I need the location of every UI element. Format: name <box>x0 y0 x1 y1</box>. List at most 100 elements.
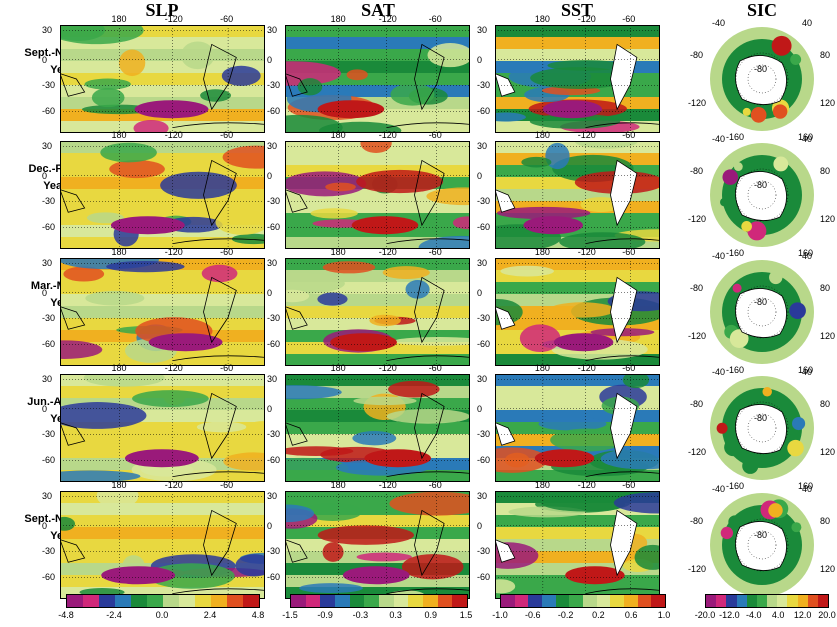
anomaly-patch <box>285 171 367 197</box>
latitude-tick: -30 <box>42 196 56 207</box>
longitude-tick: -120 <box>577 480 596 490</box>
anomaly-patch <box>299 583 363 594</box>
colorbar-swatch <box>393 595 409 607</box>
longitude-tick: 180 <box>534 363 550 373</box>
map-panel-sst <box>495 25 660 133</box>
latitude-tick: 0 <box>477 54 483 65</box>
polar-longitude-tick: 160 <box>798 132 814 142</box>
anomaly-band <box>60 515 265 528</box>
south-america-coastline <box>610 392 638 460</box>
colorbar-swatch <box>437 595 453 607</box>
sic-anomaly-patch <box>728 515 742 529</box>
polar-longitude-tick: 40 <box>802 18 813 28</box>
sic-anomaly-patch <box>724 438 742 457</box>
antarctica-coastline <box>172 588 265 594</box>
anomaly-band <box>60 282 265 295</box>
longitude-tick: -120 <box>378 363 397 373</box>
anomaly-patch <box>427 43 470 68</box>
colorbar-swatch <box>706 595 717 607</box>
anomaly-patch <box>382 266 430 280</box>
anomaly-patch <box>96 491 139 509</box>
latitude-tick: -60 <box>42 222 56 233</box>
polar-longitude-tick: 120 <box>820 214 836 224</box>
anomaly-patch <box>285 272 345 295</box>
latitude-tick: -30 <box>477 313 491 324</box>
latitude-tick: 30 <box>477 141 488 152</box>
antarctica <box>735 171 787 221</box>
colorbar-swatch <box>291 595 306 607</box>
polar-longitude-tick: -80 <box>690 50 704 60</box>
colorbar-tick-label: 0.9 <box>424 610 438 620</box>
polar-longitude-tick: 40 <box>802 134 813 144</box>
polar-longitude-tick: 40 <box>802 484 813 494</box>
south-america-coastline <box>414 276 445 344</box>
colorbar-swatch <box>624 595 638 607</box>
anomaly-patch <box>540 494 631 512</box>
longitude-tick: -60 <box>428 480 442 490</box>
longitude-tick: 180 <box>111 247 127 257</box>
latitude-tick: 0 <box>477 287 483 298</box>
sic-anomaly-patch <box>722 169 739 185</box>
polar-center-label: -80 <box>754 180 768 190</box>
australia-coastline <box>285 306 308 330</box>
panel-frame <box>495 258 660 366</box>
anomaly-band <box>285 258 470 271</box>
anomaly-patch <box>63 266 105 282</box>
anomaly-band <box>495 37 660 50</box>
longitude-tick: -120 <box>378 247 397 257</box>
south-america-coastline <box>414 43 445 111</box>
anomaly-patch <box>353 396 417 406</box>
longitude-tick: -60 <box>428 14 442 24</box>
polar-longitude-tick: -40 <box>712 367 726 377</box>
latitude-tick: 0 <box>477 520 483 531</box>
antarctica-coastline <box>585 355 660 361</box>
colorbar-swatch <box>756 595 768 607</box>
polar-longitude-tick: 40 <box>802 251 813 261</box>
latitude-tick: -30 <box>477 80 491 91</box>
colorbar-swatch <box>787 595 798 607</box>
antarctica <box>735 521 787 571</box>
southern-anomaly <box>124 449 199 468</box>
column-title-sic: SIC <box>746 0 777 20</box>
anomaly-map <box>495 258 660 366</box>
anomaly-patch <box>60 516 76 531</box>
longitude-tick: -60 <box>428 130 442 140</box>
anomaly-patch <box>622 374 650 389</box>
colorbar-swatch <box>637 595 652 607</box>
latitude-tick: 0 <box>42 403 48 414</box>
colorbar-tick-label: 0.6 <box>624 610 638 620</box>
column-title-slp: SLP <box>145 0 179 20</box>
anomaly-patch <box>133 120 169 133</box>
sic-anomaly-patch <box>769 270 783 285</box>
polar-longitude-tick: 160 <box>798 481 814 491</box>
polar-longitude-tick: 160 <box>798 365 814 375</box>
anomaly-patch <box>60 25 105 41</box>
anomaly-map <box>495 25 660 133</box>
anomaly-patch <box>356 552 412 562</box>
polar-longitude-tick: -40 <box>712 134 726 144</box>
longitude-tick: 180 <box>534 480 550 490</box>
colorbar-tick-label: 4.8 <box>251 610 265 620</box>
longitude-tick: 180 <box>330 130 346 140</box>
southern-anomaly <box>364 449 431 468</box>
colorbar-swatch <box>555 595 570 607</box>
southern-anomaly <box>342 566 410 585</box>
colorbar-swatch <box>797 595 808 607</box>
latitude-tick: -30 <box>267 80 281 91</box>
panel-frame <box>60 258 265 366</box>
anomaly-patch <box>106 260 185 273</box>
polar-longitude-tick: 80 <box>820 283 831 293</box>
polar-map <box>710 27 814 131</box>
colorbar-tick-label: -4.0 <box>746 610 762 620</box>
latitude-tick: 0 <box>267 170 273 181</box>
anomaly-patch <box>495 447 548 473</box>
colorbar-tick-label: 20.0 <box>818 610 836 620</box>
longitude-tick: -120 <box>164 130 183 140</box>
south-america-coastline <box>610 276 638 344</box>
latitude-tick: 0 <box>267 287 273 298</box>
polar-panel-sic: -40 40 -80 80 -120 120 -160 160 -80 <box>688 252 835 375</box>
latitude-tick: 0 <box>267 54 273 65</box>
anomaly-patch <box>297 78 323 96</box>
latitude-tick: -60 <box>267 572 281 583</box>
panel-frame <box>495 25 660 133</box>
